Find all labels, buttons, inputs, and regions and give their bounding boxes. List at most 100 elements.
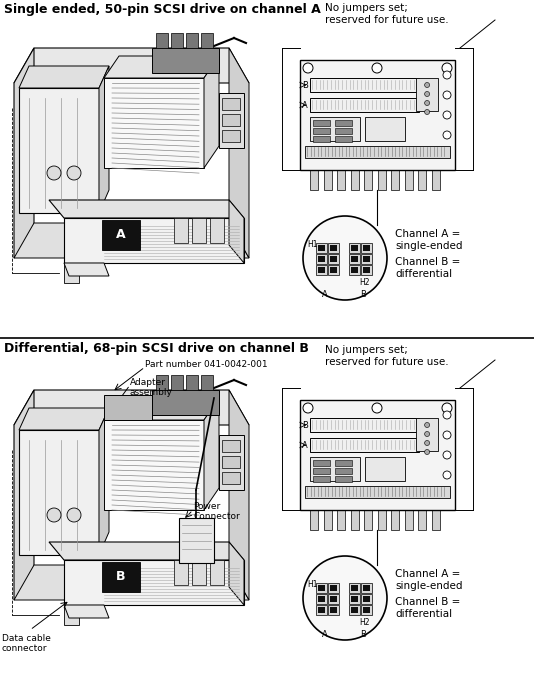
- Circle shape: [372, 63, 382, 73]
- Bar: [363, 596, 370, 602]
- Bar: [391, 510, 399, 530]
- Bar: [310, 457, 359, 481]
- Bar: [351, 596, 358, 602]
- Polygon shape: [219, 435, 244, 490]
- Circle shape: [67, 166, 81, 180]
- Bar: [222, 114, 240, 126]
- Bar: [349, 254, 360, 264]
- Bar: [316, 243, 327, 253]
- Bar: [416, 78, 438, 111]
- Polygon shape: [19, 66, 109, 88]
- Circle shape: [425, 441, 429, 445]
- Bar: [313, 136, 330, 142]
- Polygon shape: [64, 218, 244, 263]
- Bar: [404, 510, 412, 530]
- Text: No jumpers set;
reserved for future use.: No jumpers set; reserved for future use.: [325, 3, 449, 24]
- Bar: [102, 562, 140, 592]
- Text: B: B: [302, 80, 308, 90]
- Bar: [361, 583, 372, 593]
- Bar: [300, 60, 455, 170]
- Text: H2: H2: [359, 618, 370, 627]
- Bar: [310, 418, 419, 432]
- Circle shape: [47, 166, 61, 180]
- Bar: [310, 510, 318, 530]
- Bar: [156, 33, 168, 48]
- Bar: [335, 476, 352, 482]
- Bar: [222, 440, 240, 452]
- Text: Channel B =
differential: Channel B = differential: [395, 597, 460, 619]
- Text: Channel B =
differential: Channel B = differential: [395, 257, 460, 279]
- Circle shape: [443, 91, 451, 99]
- Bar: [318, 245, 325, 251]
- Bar: [313, 468, 330, 474]
- Polygon shape: [204, 398, 219, 510]
- Bar: [361, 243, 372, 253]
- Bar: [102, 220, 140, 250]
- Text: A: A: [302, 441, 308, 449]
- Bar: [365, 117, 405, 141]
- Polygon shape: [14, 48, 34, 258]
- Bar: [222, 98, 240, 110]
- Text: Power
Connector: Power Connector: [193, 502, 240, 522]
- Bar: [335, 460, 352, 466]
- Polygon shape: [229, 542, 244, 605]
- Text: H1: H1: [307, 580, 318, 589]
- Bar: [335, 136, 352, 142]
- Polygon shape: [14, 223, 249, 258]
- Bar: [391, 170, 399, 190]
- Bar: [361, 265, 372, 275]
- Polygon shape: [19, 408, 109, 430]
- Bar: [363, 585, 370, 591]
- Bar: [350, 170, 358, 190]
- Circle shape: [303, 216, 387, 300]
- Bar: [351, 607, 358, 613]
- Circle shape: [425, 92, 429, 97]
- Circle shape: [425, 109, 429, 114]
- Bar: [330, 245, 337, 251]
- Bar: [310, 438, 419, 452]
- Bar: [330, 267, 337, 273]
- Circle shape: [443, 451, 451, 459]
- Polygon shape: [104, 56, 219, 78]
- Text: A: A: [322, 630, 328, 639]
- Polygon shape: [99, 66, 109, 213]
- Bar: [305, 146, 450, 158]
- Circle shape: [425, 82, 429, 88]
- Text: Adapter
assembly: Adapter assembly: [130, 378, 173, 397]
- Bar: [310, 98, 419, 112]
- Text: A: A: [322, 290, 328, 299]
- Circle shape: [425, 432, 429, 437]
- Bar: [318, 267, 325, 273]
- Circle shape: [425, 101, 429, 105]
- Bar: [431, 510, 439, 530]
- Polygon shape: [152, 390, 219, 415]
- Text: B: B: [360, 630, 366, 639]
- Circle shape: [442, 63, 452, 73]
- Circle shape: [303, 403, 313, 413]
- Bar: [328, 583, 339, 593]
- Polygon shape: [19, 430, 99, 555]
- Bar: [313, 128, 330, 134]
- Bar: [363, 245, 370, 251]
- Circle shape: [303, 63, 313, 73]
- Bar: [335, 120, 352, 126]
- Text: A: A: [116, 228, 126, 241]
- Bar: [316, 254, 327, 264]
- Bar: [418, 170, 426, 190]
- Text: Part number 041-0042-001: Part number 041-0042-001: [145, 360, 268, 369]
- Polygon shape: [104, 78, 204, 168]
- Bar: [328, 605, 339, 615]
- Bar: [363, 256, 370, 262]
- Polygon shape: [104, 395, 152, 420]
- Bar: [201, 33, 213, 48]
- Text: B: B: [360, 290, 366, 299]
- Bar: [363, 607, 370, 613]
- Circle shape: [67, 508, 81, 522]
- Bar: [351, 245, 358, 251]
- Text: No jumpers set;
reserved for future use.: No jumpers set; reserved for future use.: [325, 345, 449, 367]
- Bar: [404, 170, 412, 190]
- Polygon shape: [14, 48, 249, 83]
- Bar: [365, 457, 405, 481]
- Polygon shape: [99, 408, 109, 555]
- Bar: [328, 265, 339, 275]
